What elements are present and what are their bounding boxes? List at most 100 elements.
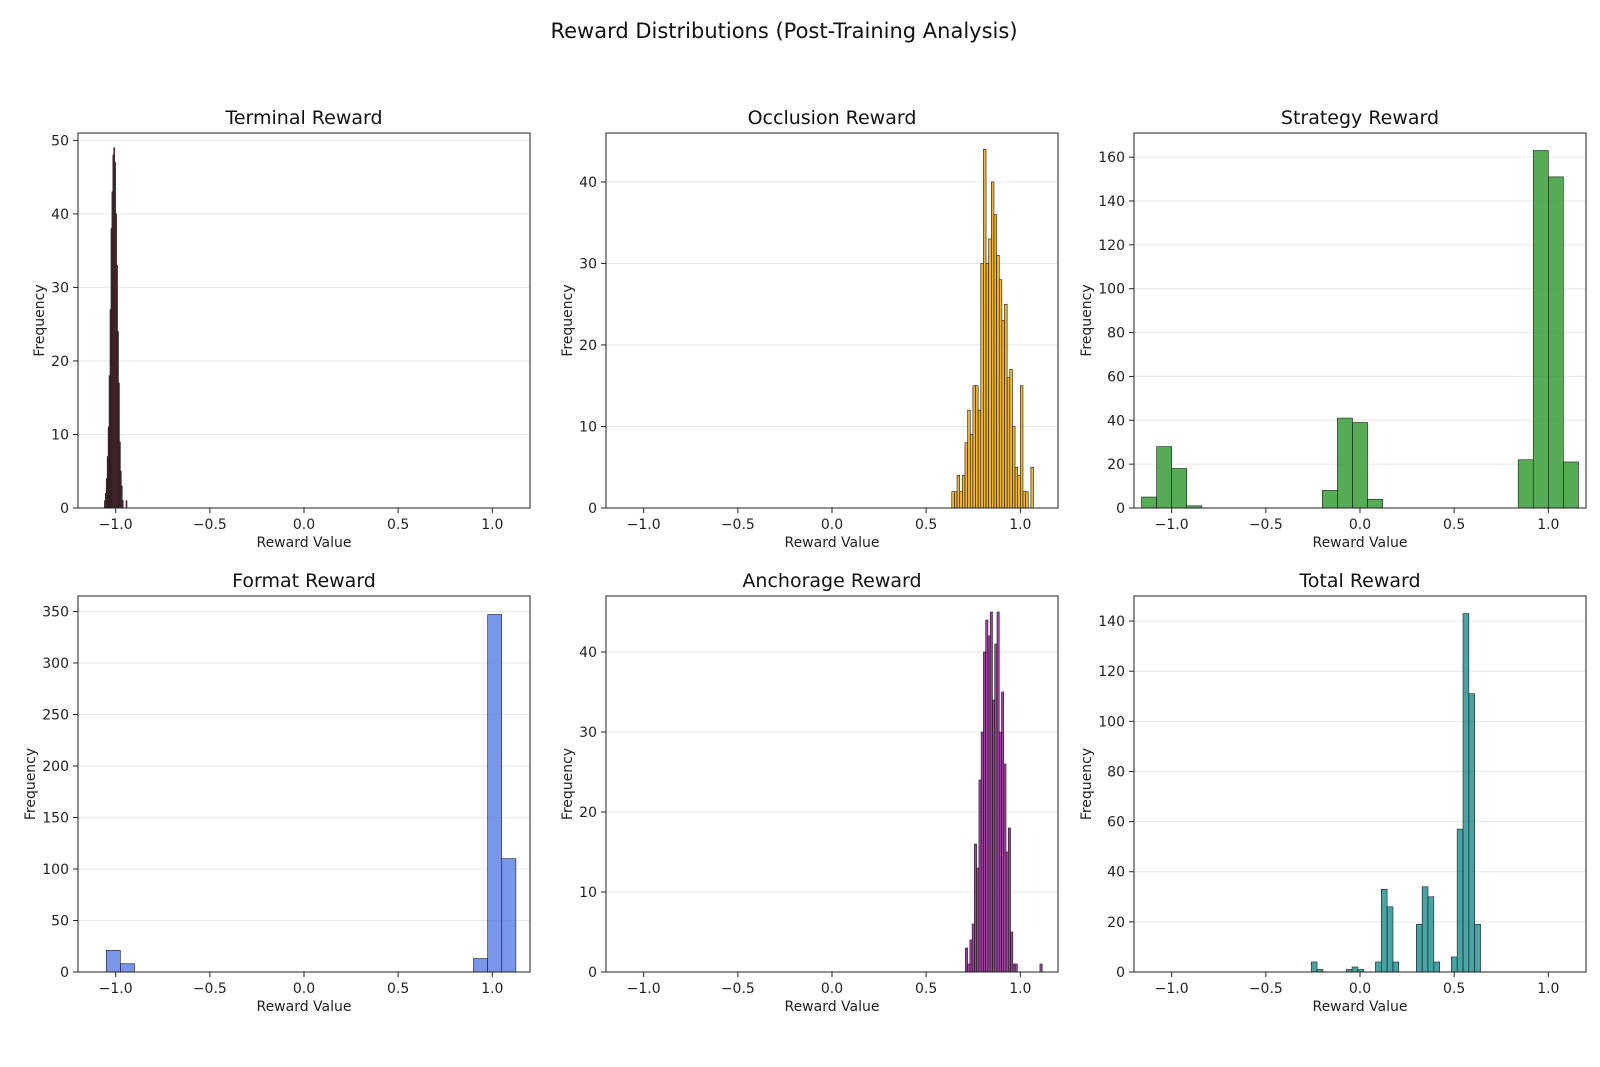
x-tick-label: −0.5 — [1249, 981, 1283, 997]
x-tick-label: 0.0 — [1349, 981, 1371, 997]
y-tick-label: 10 — [579, 419, 597, 435]
histogram-bar — [996, 611, 1000, 973]
y-tick-label: 300 — [42, 656, 69, 672]
y-axis-label: Frequency — [560, 284, 576, 356]
x-tick-label: 1.0 — [1009, 981, 1031, 997]
histogram-bar — [980, 731, 984, 973]
histogram-bar — [1141, 496, 1157, 509]
histogram-bar — [983, 149, 987, 509]
histogram-bar — [983, 651, 986, 973]
histogram-bar — [120, 963, 135, 973]
histogram-bar — [965, 947, 968, 973]
y-tick-label: 40 — [51, 207, 69, 223]
histogram-bar — [969, 939, 973, 973]
y-tick-label: 20 — [1107, 457, 1125, 473]
x-tick-label: 0.5 — [1443, 981, 1465, 997]
histogram-bar — [1022, 491, 1026, 509]
histogram-bar — [487, 614, 503, 973]
x-tick-label: 1.0 — [1009, 517, 1031, 533]
x-tick-label: −1.0 — [1155, 981, 1189, 997]
panel-title: Terminal Reward — [224, 107, 382, 129]
histogram-bar — [1004, 303, 1008, 509]
x-tick-label: −0.5 — [721, 517, 755, 533]
histogram-bar — [987, 635, 991, 973]
histogram-bar — [967, 963, 971, 973]
histogram-bar — [1352, 422, 1368, 509]
histogram-bar — [1012, 426, 1016, 509]
histogram-bar — [1351, 966, 1359, 973]
x-tick-label: 0.5 — [1443, 517, 1465, 533]
histogram-bar — [996, 254, 1000, 509]
x-tick-label: 1.0 — [1537, 517, 1559, 533]
panel-title: Total Reward — [1298, 570, 1420, 592]
histogram-panels: 0 10 20 30 40 50 −1.0 −0.5 0.0 0.5 1.0 Terminal Rew… — [23, 107, 1587, 1015]
x-tick-label: −0.5 — [193, 981, 227, 997]
histogram-bar — [978, 779, 982, 973]
histogram-bar — [964, 442, 968, 509]
histogram-bar — [125, 500, 128, 509]
histogram-bar — [1025, 491, 1029, 509]
y-tick-label: 0 — [588, 965, 597, 981]
panel-title: Strategy Reward — [1281, 107, 1439, 129]
x-tick-label: −0.5 — [1249, 517, 1283, 533]
histogram-bar — [1416, 924, 1423, 973]
histogram-bar — [1156, 446, 1172, 509]
x-axis-label: Reward Value — [784, 535, 879, 551]
x-tick-label: 0.0 — [293, 517, 315, 533]
x-tick-label: −1.0 — [627, 981, 661, 997]
y-tick-label: 40 — [579, 175, 597, 191]
y-tick-label: 140 — [1098, 614, 1125, 630]
histogram-bar — [1451, 956, 1458, 973]
histogram-bar — [1005, 851, 1009, 973]
y-tick-label: 20 — [579, 338, 597, 354]
histogram-bar — [1392, 961, 1400, 973]
histogram-bar — [1468, 693, 1475, 973]
histogram-bar — [1009, 369, 1013, 509]
x-tick-label: 1.0 — [481, 981, 503, 997]
y-tick-label: 200 — [42, 759, 69, 775]
histogram-bar — [998, 731, 1002, 973]
histogram-bar — [1337, 417, 1353, 509]
y-tick-label: 60 — [1107, 369, 1125, 385]
histogram-bar — [1171, 468, 1188, 509]
histogram-bar — [1367, 498, 1383, 509]
histogram-bar — [1014, 963, 1018, 973]
x-tick-label: 0.0 — [821, 981, 843, 997]
histogram-bar — [1012, 963, 1016, 973]
histogram-bar — [956, 475, 960, 509]
histogram-bar — [992, 699, 996, 973]
histogram-bar — [976, 867, 980, 973]
y-tick-label: 0 — [588, 501, 597, 517]
y-axis-label: Frequency — [560, 748, 576, 820]
x-tick-label: 1.0 — [481, 517, 503, 533]
histogram-bar — [1532, 150, 1549, 509]
panel-5: 0 10 20 30 40 −1.0 −0.5 0.0 0.5 1.0 Anchorage Rewa… — [560, 570, 1059, 1015]
histogram-bar — [980, 263, 984, 509]
histogram-bar — [1380, 888, 1388, 973]
y-tick-label: 50 — [51, 913, 69, 929]
y-axis-label: Frequency — [1079, 284, 1095, 356]
y-tick-label: 60 — [1107, 815, 1125, 831]
x-axis-label: Reward Value — [256, 999, 351, 1015]
histogram-bar — [1014, 466, 1018, 509]
histogram-bar — [1017, 475, 1021, 509]
x-tick-label: 0.0 — [1349, 517, 1371, 533]
histogram-bar — [1456, 828, 1464, 973]
x-tick-label: 1.0 — [1537, 981, 1559, 997]
histogram-bar — [1563, 461, 1579, 509]
x-axis-label: Reward Value — [256, 535, 351, 551]
panel-6: 0 20 40 60 80 100 120 140 −1.0 −0.5 0.0 0.5 1.0 Total… — [1079, 570, 1587, 1015]
histogram-bar — [1030, 466, 1034, 509]
histogram-bar — [1006, 377, 1011, 509]
histogram-bar — [501, 858, 517, 973]
x-tick-label: −1.0 — [1155, 517, 1189, 533]
panel-title: Anchorage Reward — [742, 570, 921, 592]
x-tick-label: −1.0 — [99, 517, 133, 533]
y-tick-label: 10 — [579, 885, 597, 901]
histogram-bar — [1517, 459, 1534, 509]
y-tick-label: 0 — [1116, 501, 1125, 517]
histogram-bar — [994, 643, 998, 973]
y-tick-label: 80 — [1107, 764, 1125, 780]
histogram-bar — [1039, 963, 1043, 973]
